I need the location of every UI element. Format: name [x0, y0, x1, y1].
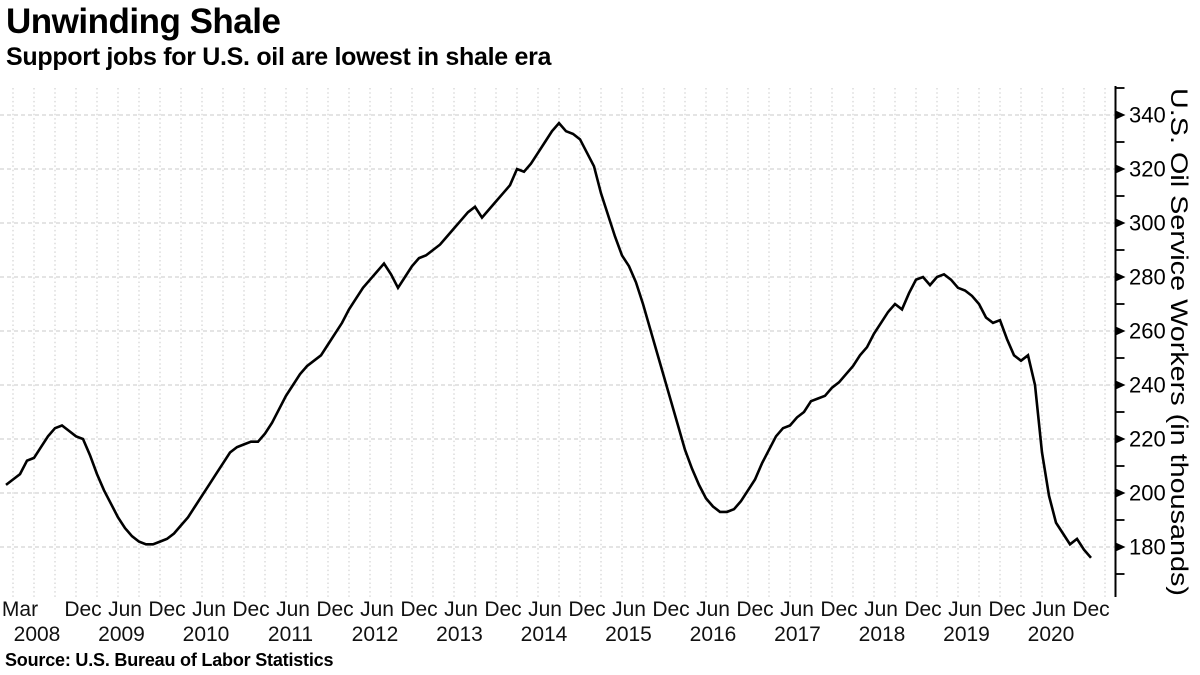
x-month-label: Dec: [148, 598, 185, 621]
y-tick-arrow-icon: [1114, 110, 1126, 120]
y-tick-arrow-icon: [1114, 272, 1126, 282]
y-tick-arrow-icon: [1114, 164, 1126, 174]
x-year-label: 2018: [859, 623, 906, 646]
data-line-series: [5, 121, 1092, 559]
y-tick-label: 280: [1129, 265, 1166, 290]
x-month-label: Jun: [948, 598, 982, 621]
x-month-label: Jun: [360, 598, 394, 621]
x-month-label: Jun: [696, 598, 730, 621]
chart-title: Unwinding Shale: [6, 2, 281, 41]
x-year-label: 2019: [943, 623, 990, 646]
x-month-label: Dec: [64, 598, 101, 621]
x-month-label: Dec: [568, 598, 605, 621]
x-month-label: Dec: [1072, 598, 1109, 621]
y-tick-label: 180: [1129, 535, 1166, 560]
x-month-label: Dec: [484, 598, 521, 621]
x-year-label: 2016: [690, 623, 737, 646]
y-axis-title: U.S. Oil Service Workers (in thousands): [1165, 88, 1192, 596]
x-month-label: Dec: [316, 598, 353, 621]
y-tick-arrow-icon: [1114, 488, 1126, 498]
x-year-label: 2017: [774, 623, 821, 646]
y-tick-label: 300: [1129, 211, 1166, 236]
y-tick-arrow-icon: [1114, 434, 1126, 444]
y-tick-arrow-icon: [1114, 218, 1126, 228]
x-month-label: Jun: [276, 598, 310, 621]
x-month-label: Dec: [988, 598, 1025, 621]
x-month-label: Mar: [2, 598, 38, 621]
x-year-label: 2014: [521, 623, 568, 646]
x-year-label: 2009: [98, 623, 145, 646]
x-month-label: Jun: [780, 598, 814, 621]
x-month-label: Dec: [232, 598, 269, 621]
x-month-label: Jun: [612, 598, 646, 621]
x-year-label: 2015: [605, 623, 652, 646]
x-month-label: Dec: [904, 598, 941, 621]
x-month-label: Jun: [192, 598, 226, 621]
y-tick-label: 240: [1129, 373, 1166, 398]
x-month-label: Dec: [652, 598, 689, 621]
x-year-label: 2012: [352, 623, 399, 646]
x-month-label: Jun: [864, 598, 898, 621]
y-tick-label: 220: [1129, 427, 1166, 452]
x-year-label: 2013: [436, 623, 483, 646]
y-tick-arrow-icon: [1114, 542, 1126, 552]
x-month-label: Jun: [528, 598, 562, 621]
x-month-label: Jun: [444, 598, 478, 621]
x-year-label: 2008: [14, 623, 61, 646]
x-month-label: Jun: [108, 598, 142, 621]
y-tick-label: 340: [1129, 103, 1166, 128]
x-month-label: Jun: [1032, 598, 1066, 621]
source-note: Source: U.S. Bureau of Labor Statistics: [5, 650, 334, 670]
y-tick-label: 320: [1129, 157, 1166, 182]
x-month-label: Dec: [820, 598, 857, 621]
y-tick-arrow-icon: [1114, 326, 1126, 336]
x-year-label: 2020: [1028, 623, 1075, 646]
x-year-label: 2010: [183, 623, 230, 646]
y-tick-arrow-icon: [1114, 380, 1126, 390]
y-tick-label: 200: [1129, 481, 1166, 506]
x-year-label: 2011: [268, 623, 313, 646]
chart-subtitle: Support jobs for U.S. oil are lowest in …: [6, 43, 552, 71]
x-month-label: Dec: [400, 598, 437, 621]
x-month-label: Dec: [736, 598, 773, 621]
y-tick-label: 260: [1129, 319, 1166, 344]
